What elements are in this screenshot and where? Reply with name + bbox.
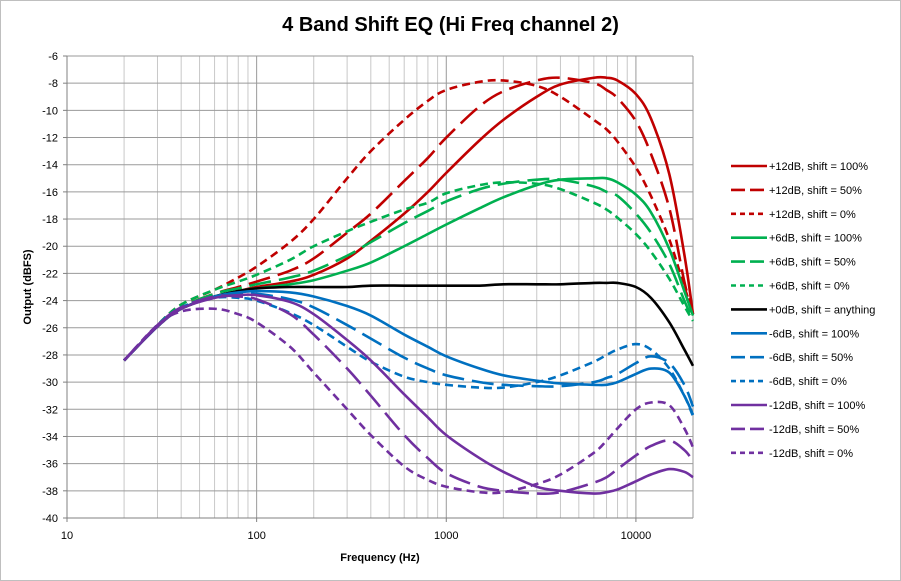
series-lines (123, 75, 695, 495)
y-tick-label: -22 (42, 268, 58, 280)
legend-label: +6dB, shift = 100% (769, 233, 862, 245)
legend-label: -6dB, shift = 50% (769, 352, 853, 364)
y-tick-label: -40 (42, 513, 58, 525)
legend: +12dB, shift = 100% +12dB, shift = 50% +12… (731, 161, 875, 460)
series-line-12db-shift-50 (123, 76, 695, 362)
y-tick-label: -34 (42, 431, 58, 443)
legend-label: +6dB, shift = 0% (769, 281, 850, 293)
legend-label: +0dB, shift = anything (769, 304, 875, 316)
y-tick-label: -14 (42, 160, 58, 172)
y-tick-label: -8 (48, 78, 58, 90)
y-tick-label: -18 (42, 214, 58, 226)
tick-labels: -6 -8 -10 -12 -14 -16 -18 -20 -22 -24 -26 -28 -30 -32… (42, 51, 651, 542)
legend-label: +12dB, shift = 50% (769, 185, 862, 197)
y-tick-label: -38 (42, 486, 58, 498)
y-tick-label: -10 (42, 105, 58, 117)
legend-label: -12dB, shift = 0% (769, 448, 853, 460)
legend-label: +6dB, shift = 50% (769, 257, 856, 269)
y-tick-label: -16 (42, 187, 58, 199)
series-line-12db-shift-0 (123, 307, 695, 495)
x-tick-label: 10000 (621, 530, 652, 542)
legend-label: -12dB, shift = 50% (769, 424, 859, 436)
x-tick-label: 10 (61, 530, 73, 542)
series-line-12db-shift-50 (123, 294, 695, 495)
series-line-6db-shift-0 (123, 295, 695, 417)
x-tick-label: 1000 (434, 530, 458, 542)
legend-label: -12dB, shift = 100% (769, 400, 866, 412)
y-axis-title: Output (dBFS) (22, 249, 34, 324)
legend-label: +12dB, shift = 0% (769, 209, 856, 221)
series-line-6db-shift-50 (123, 177, 695, 362)
y-tick-label: -20 (42, 241, 58, 253)
series-line-6db-shift-100 (123, 176, 695, 362)
series-line-6db-shift-100 (123, 289, 695, 416)
axes (63, 55, 694, 522)
series-line-12db-shift-0 (123, 78, 695, 362)
y-tick-label: -28 (42, 350, 58, 362)
legend-label: -6dB, shift = 100% (769, 328, 859, 340)
legend-label: -6dB, shift = 0% (769, 376, 847, 388)
series-line-12db-shift-100 (123, 293, 694, 495)
series-line-0db-shift-anything (123, 281, 695, 367)
y-tick-label: -12 (42, 133, 58, 145)
y-tick-label: -26 (42, 323, 58, 335)
chart-title: 4 Band Shift EQ (Hi Freq channel 2) (282, 14, 619, 36)
y-tick-label: -6 (48, 51, 58, 63)
legend-label: +12dB, shift = 100% (769, 161, 868, 173)
x-tick-label: 100 (247, 530, 265, 542)
y-tick-label: -36 (42, 459, 58, 471)
y-tick-label: -30 (42, 377, 58, 389)
x-axis-title: Frequency (Hz) (340, 552, 420, 564)
series-line-6db-shift-50 (123, 291, 695, 408)
y-tick-label: -24 (42, 296, 58, 308)
y-tick-label: -32 (42, 404, 58, 416)
series-line-6db-shift-0 (123, 181, 695, 362)
